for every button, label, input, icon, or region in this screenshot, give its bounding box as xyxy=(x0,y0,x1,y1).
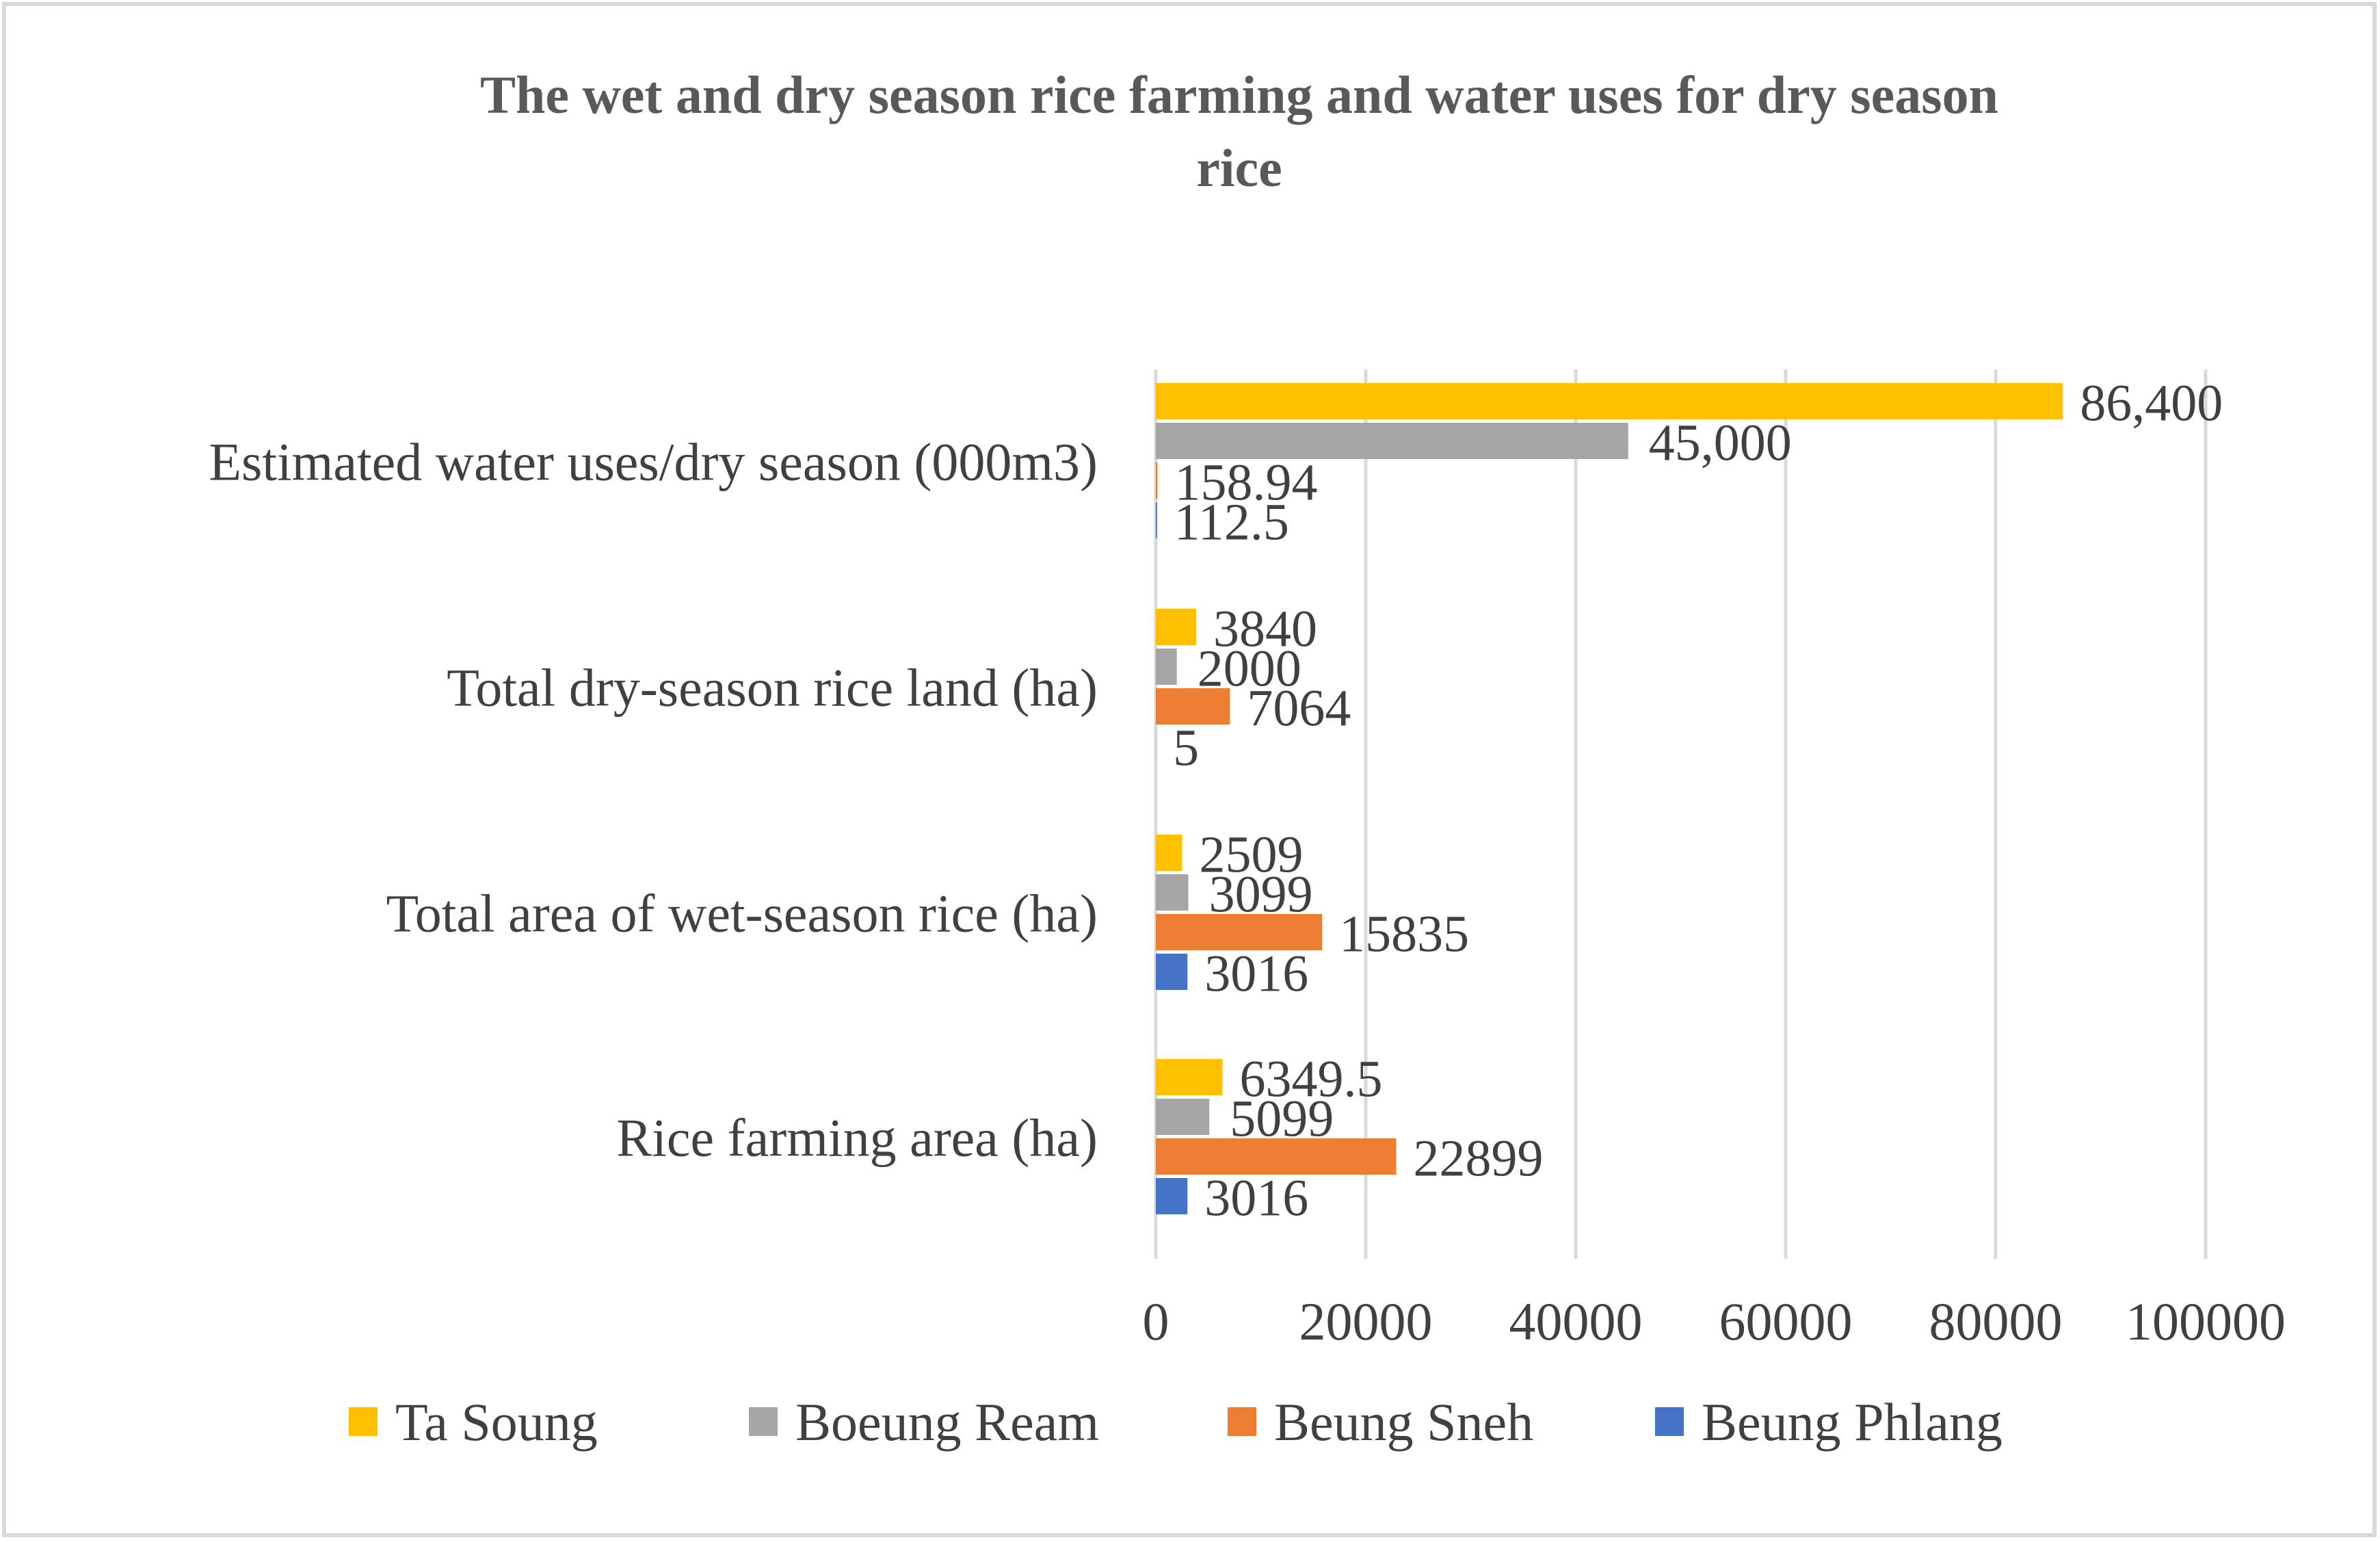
tick-label-40000: 40000 xyxy=(1509,1292,1643,1351)
bar-boeung-ream-3 xyxy=(1156,1099,1210,1135)
data-label-beung-phlang-0: 112.5 xyxy=(1174,494,1289,551)
data-label-beung-phlang-3: 3016 xyxy=(1204,1170,1308,1227)
bar-beung-phlang-0 xyxy=(1156,502,1157,538)
tick-label-0: 0 xyxy=(1143,1292,1169,1351)
data-label-beung-sneh-1: 7064 xyxy=(1247,680,1351,737)
data-label-ta-soung-3: 6349.5 xyxy=(1239,1051,1382,1108)
bars xyxy=(1156,383,2063,1214)
tick-label-100000: 100000 xyxy=(2126,1292,2286,1351)
tick-label-60000: 60000 xyxy=(1719,1292,1853,1351)
category-label-3: Rice farming area (ha) xyxy=(616,1108,1098,1168)
data-label-ta-soung-1: 3840 xyxy=(1213,601,1317,658)
legend-swatch-boeung-ream xyxy=(749,1407,778,1436)
bar-beung-sneh-0 xyxy=(1156,462,1158,499)
bar-beung-sneh-3 xyxy=(1156,1138,1397,1175)
bar-boeung-ream-0 xyxy=(1156,423,1628,459)
value-axis: 0 20000 40000 60000 80000 100000 xyxy=(1143,1292,2286,1351)
bar-ta-soung-1 xyxy=(1156,609,1196,645)
bar-beung-sneh-2 xyxy=(1156,914,1323,950)
data-label-beung-phlang-1: 5 xyxy=(1173,720,1199,777)
data-label-boeung-ream-0: 45,000 xyxy=(1649,415,1792,472)
bar-beung-sneh-1 xyxy=(1156,688,1230,724)
legend-swatch-ta-soung xyxy=(349,1407,378,1436)
category-label-2: Total area of wet-season rice (ha) xyxy=(386,884,1098,943)
legend-label-beung-sneh: Beung Sneh xyxy=(1274,1392,1533,1452)
bar-ta-soung-0 xyxy=(1156,383,2063,419)
data-label-ta-soung-0: 86,400 xyxy=(2080,375,2223,432)
data-label-beung-sneh-0: 158.94 xyxy=(1174,454,1317,512)
legend-label-beung-phlang: Beung Phlang xyxy=(1702,1392,2002,1452)
legend-swatch-beung-sneh xyxy=(1228,1407,1256,1436)
bar-beung-phlang-3 xyxy=(1156,1178,1188,1214)
category-label-0: Estimated water uses/dry season (000m3) xyxy=(209,432,1098,492)
bar-ta-soung-2 xyxy=(1156,835,1182,871)
data-label-boeung-ream-2: 3099 xyxy=(1209,866,1313,924)
legend-swatch-beung-phlang xyxy=(1655,1407,1684,1436)
data-label-boeung-ream-3: 5099 xyxy=(1230,1090,1334,1148)
category-axis: Estimated water uses/dry season (000m3) T… xyxy=(209,432,1098,1168)
tick-label-80000: 80000 xyxy=(1929,1292,2063,1351)
legend-label-boeung-ream: Boeung Ream xyxy=(795,1392,1099,1452)
bar-ta-soung-3 xyxy=(1156,1059,1223,1095)
bar-boeung-ream-1 xyxy=(1156,649,1177,685)
data-label-ta-soung-2: 2509 xyxy=(1200,826,1304,884)
bar-boeung-ream-2 xyxy=(1156,874,1189,911)
data-label-beung-sneh-2: 15835 xyxy=(1339,906,1469,963)
tick-label-20000: 20000 xyxy=(1299,1292,1433,1351)
legend-label-ta-soung: Ta Soung xyxy=(395,1392,598,1452)
data-label-beung-phlang-2: 3016 xyxy=(1204,945,1308,1003)
data-label-beung-sneh-3: 22899 xyxy=(1413,1130,1543,1188)
legend: Ta Soung Boeung Ream Beung Sneh Beung Phlan… xyxy=(349,1392,2002,1452)
category-label-1: Total dry-season rice land (ha) xyxy=(447,658,1098,718)
data-label-boeung-ream-1: 2000 xyxy=(1198,640,1301,698)
chart-title-line-2: rice xyxy=(1196,138,1282,198)
bar-beung-phlang-2 xyxy=(1156,954,1188,990)
chart-title-line-1: The wet and dry season rice farming and … xyxy=(480,65,1998,125)
